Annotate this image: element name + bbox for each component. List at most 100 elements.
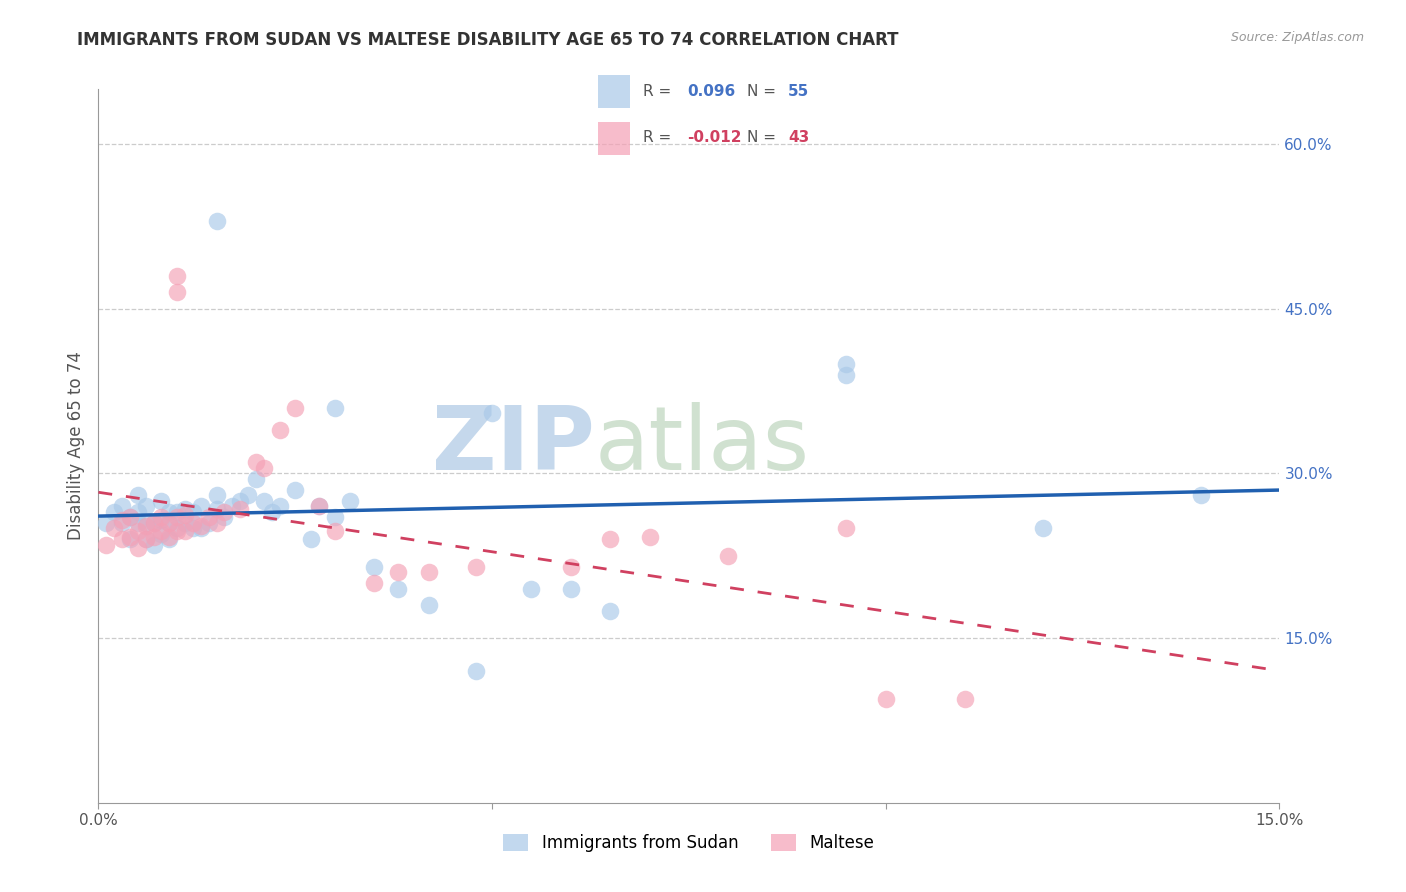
Point (111, 533, 134, 547)
Point (323, 524, 346, 538)
Point (118, 530, 141, 544)
Point (214, 510, 236, 524)
Point (253, 461, 276, 475)
Point (717, 549, 740, 563)
Point (205, 488, 228, 502)
Point (1032, 521, 1054, 535)
Point (387, 582, 409, 596)
Point (166, 521, 188, 535)
Point (127, 516, 149, 530)
Point (260, 505, 283, 519)
Point (190, 519, 212, 533)
Point (166, 505, 188, 519)
Point (308, 500, 330, 514)
Point (418, 566, 440, 580)
Point (323, 510, 346, 524)
Point (236, 488, 259, 502)
Point (387, 566, 409, 580)
Point (221, 500, 243, 514)
Point (560, 582, 582, 596)
Point (127, 505, 149, 519)
Point (245, 455, 267, 469)
Point (174, 516, 197, 530)
Point (127, 541, 149, 555)
Point (111, 516, 134, 530)
Point (181, 505, 204, 519)
Point (599, 533, 621, 547)
Point (142, 538, 165, 552)
Text: IMMIGRANTS FROM SUDAN VS MALTESE DISABILITY AGE 65 TO 74 CORRELATION CHART: IMMIGRANTS FROM SUDAN VS MALTESE DISABIL… (77, 31, 898, 49)
Point (135, 516, 157, 530)
Point (166, 285, 188, 300)
Point (118, 510, 141, 524)
Point (245, 472, 267, 486)
Point (205, 501, 228, 516)
Point (174, 508, 197, 523)
Point (166, 510, 188, 524)
Point (299, 533, 322, 547)
Point (181, 521, 204, 535)
Point (599, 604, 621, 618)
Legend: Immigrants from Sudan, Maltese: Immigrants from Sudan, Maltese (496, 827, 882, 859)
Point (150, 510, 173, 524)
Point (205, 214, 228, 228)
Point (835, 521, 858, 535)
Point (835, 357, 858, 371)
Point (229, 494, 252, 508)
Point (157, 516, 180, 530)
Bar (599, 122, 630, 155)
Text: -0.012: -0.012 (686, 130, 741, 145)
Point (157, 530, 180, 544)
Text: ZIP: ZIP (432, 402, 595, 490)
Text: N =: N = (747, 130, 780, 145)
Point (150, 512, 173, 526)
Point (229, 501, 252, 516)
Text: R =: R = (643, 84, 676, 99)
Point (111, 500, 134, 514)
Point (111, 512, 134, 526)
Point (835, 368, 858, 382)
Point (150, 526, 173, 541)
Point (142, 516, 165, 530)
Point (142, 530, 165, 544)
Point (520, 582, 543, 596)
Point (135, 533, 157, 547)
Point (166, 268, 188, 283)
Point (875, 691, 897, 706)
Text: R =: R = (643, 130, 676, 145)
Point (465, 559, 488, 574)
Point (118, 533, 141, 547)
Point (166, 524, 188, 538)
Point (103, 521, 125, 535)
Point (190, 521, 212, 535)
Point (197, 510, 219, 524)
Point (363, 576, 385, 591)
Text: 0.096: 0.096 (686, 84, 735, 99)
Text: 55: 55 (789, 84, 810, 99)
Point (157, 505, 180, 519)
Point (308, 500, 330, 514)
Point (1189, 488, 1212, 502)
Point (135, 533, 157, 547)
Text: atlas: atlas (595, 402, 810, 490)
Point (127, 524, 149, 538)
Point (284, 483, 307, 497)
Point (284, 401, 307, 415)
Text: N =: N = (747, 84, 780, 99)
Point (214, 505, 236, 519)
Point (174, 524, 197, 538)
Point (181, 516, 204, 530)
Point (190, 500, 212, 514)
Bar (599, 75, 630, 108)
Point (150, 524, 173, 538)
Point (560, 559, 582, 574)
Point (174, 501, 197, 516)
Point (465, 664, 488, 678)
Point (481, 406, 503, 420)
Point (418, 598, 440, 612)
Point (638, 530, 661, 544)
Point (363, 559, 385, 574)
Text: 43: 43 (789, 130, 810, 145)
Point (953, 691, 976, 706)
Point (157, 533, 180, 547)
